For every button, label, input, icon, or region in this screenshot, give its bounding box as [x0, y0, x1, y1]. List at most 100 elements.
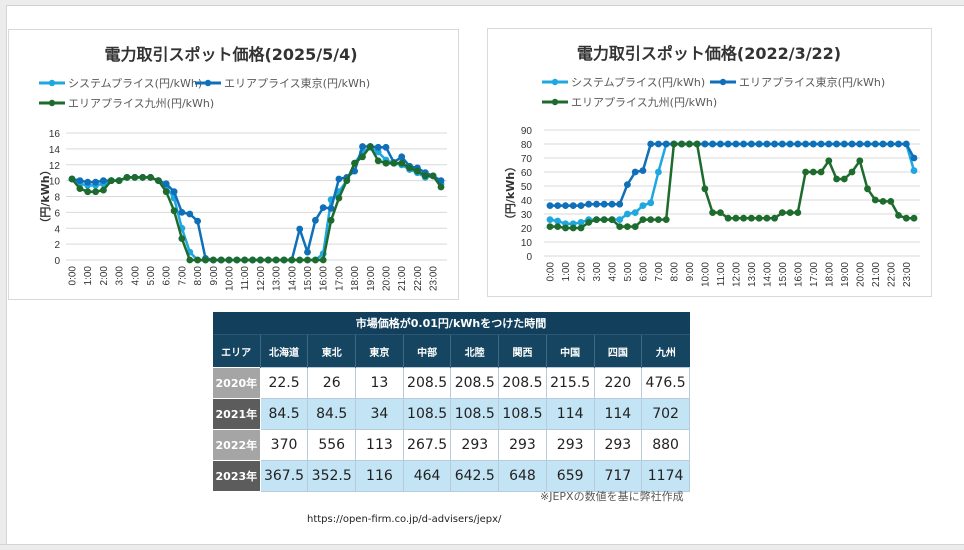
x-tick-label: 15:00 — [778, 262, 789, 287]
data-point — [701, 185, 709, 193]
legend-label: エリアプライス九州(円/kWh) — [68, 97, 214, 110]
legend-marker-icon — [551, 78, 559, 86]
data-point — [809, 140, 817, 148]
data-point — [910, 167, 918, 175]
data-point — [554, 202, 562, 210]
legend-entry: エリアプライス東京(円/kWh) — [710, 75, 885, 89]
data-point — [359, 143, 366, 150]
source-url[interactable]: https://open-firm.co.jp/d-advisers/jepx/ — [307, 514, 502, 525]
data-point — [755, 140, 763, 148]
x-tick-label: 0:00 — [546, 262, 557, 282]
data-point — [76, 185, 84, 193]
data-point — [577, 224, 585, 232]
data-point — [778, 209, 786, 217]
data-point — [802, 168, 809, 176]
data-point — [414, 167, 421, 175]
x-tick-label: 8:00 — [193, 266, 204, 286]
value-cell: 220 — [593, 367, 643, 399]
data-point — [631, 168, 639, 176]
data-point — [794, 209, 802, 217]
data-point — [437, 183, 445, 191]
value-cell: 116 — [355, 460, 404, 492]
data-point — [546, 216, 554, 224]
data-point — [170, 188, 178, 196]
data-point — [670, 140, 678, 148]
x-tick-label: 13:00 — [747, 262, 758, 287]
data-point — [147, 174, 154, 181]
value-cell: 84.5 — [307, 398, 357, 430]
data-point — [92, 178, 99, 186]
table-row: 2021年 84.5 84.5 34 108.5 108.5 108.5 114 114 702 — [212, 398, 690, 430]
legend-entry: エリアプライス東京(円/kWh) — [195, 76, 370, 90]
year-cell: 2021年 — [212, 398, 261, 430]
data-point — [398, 159, 406, 167]
value-cell: 293 — [545, 429, 595, 461]
data-point — [186, 256, 194, 264]
y-tick-label: 40 — [521, 196, 533, 207]
x-tick-label: 9:00 — [209, 266, 220, 286]
y-tick-label: 90 — [521, 126, 533, 137]
data-point — [864, 140, 871, 148]
data-point — [92, 188, 99, 196]
value-cell: 108.5 — [450, 398, 500, 430]
value-cell: 370 — [259, 429, 309, 461]
legend-entry: システムプライス(円/kWh) — [39, 77, 202, 90]
data-point — [554, 217, 562, 225]
y-tick-label: 30 — [521, 210, 533, 221]
data-point — [833, 175, 840, 183]
x-tick-label: 16:00 — [319, 266, 330, 291]
column-header: 東京 — [355, 334, 404, 368]
data-point — [225, 256, 233, 264]
legend-entry: システムプライス(円/kWh) — [542, 76, 705, 89]
data-point — [374, 143, 382, 151]
x-tick-label: 8:00 — [669, 262, 680, 282]
y-axis-label: （円/kWh） — [39, 164, 52, 228]
data-point — [647, 199, 655, 207]
x-tick-label: 18:00 — [824, 262, 835, 287]
data-point — [693, 140, 701, 148]
value-cell: 352.5 — [307, 460, 357, 492]
data-point — [647, 140, 655, 148]
data-point — [359, 153, 366, 161]
data-point — [910, 214, 918, 222]
x-tick-label: 11:00 — [240, 266, 251, 291]
data-point — [701, 140, 709, 148]
data-point — [794, 140, 802, 148]
x-tick-label: 22:00 — [413, 266, 424, 291]
data-point — [398, 153, 406, 161]
x-tick-label: 19:00 — [840, 262, 851, 287]
x-tick-label: 4:00 — [607, 262, 618, 282]
y-tick-label: 14 — [49, 145, 61, 156]
x-tick-label: 1:00 — [83, 266, 94, 286]
data-point — [709, 209, 716, 217]
value-cell: 108.5 — [402, 398, 452, 430]
y-tick-label: 50 — [521, 182, 533, 193]
data-point — [390, 159, 398, 167]
data-point — [655, 216, 662, 224]
data-point — [624, 210, 631, 218]
x-tick-label: 13:00 — [272, 266, 283, 291]
chart-title: 電力取引スポット価格(2025/5/4) — [104, 45, 357, 64]
data-point — [600, 216, 608, 224]
data-point — [296, 256, 304, 264]
chart-title: 電力取引スポット価格(2022/3/22) — [577, 44, 841, 63]
series-2 — [68, 143, 445, 264]
data-point — [825, 140, 833, 148]
data-point — [608, 200, 616, 208]
spot-price-chart-2025: 電力取引スポット価格(2025/5/4) システムプライス(円/kWh) エリアプラ… — [39, 45, 447, 291]
table-row: 2022年 370 556 113 267.5 293 293 293 293 880 — [212, 429, 690, 461]
y-tick-label: 60 — [521, 168, 533, 179]
data-point — [546, 202, 554, 210]
data-point — [249, 256, 256, 264]
data-point — [437, 177, 445, 185]
value-cell: 114 — [545, 398, 595, 430]
data-point — [272, 256, 280, 264]
window-left-border — [0, 5, 7, 549]
data-point — [312, 256, 319, 264]
legend-marker-icon — [551, 98, 559, 106]
value-cell: 13 — [355, 367, 404, 399]
data-point — [585, 219, 593, 226]
data-point — [194, 256, 202, 264]
data-point — [217, 256, 225, 264]
data-point — [848, 140, 856, 148]
